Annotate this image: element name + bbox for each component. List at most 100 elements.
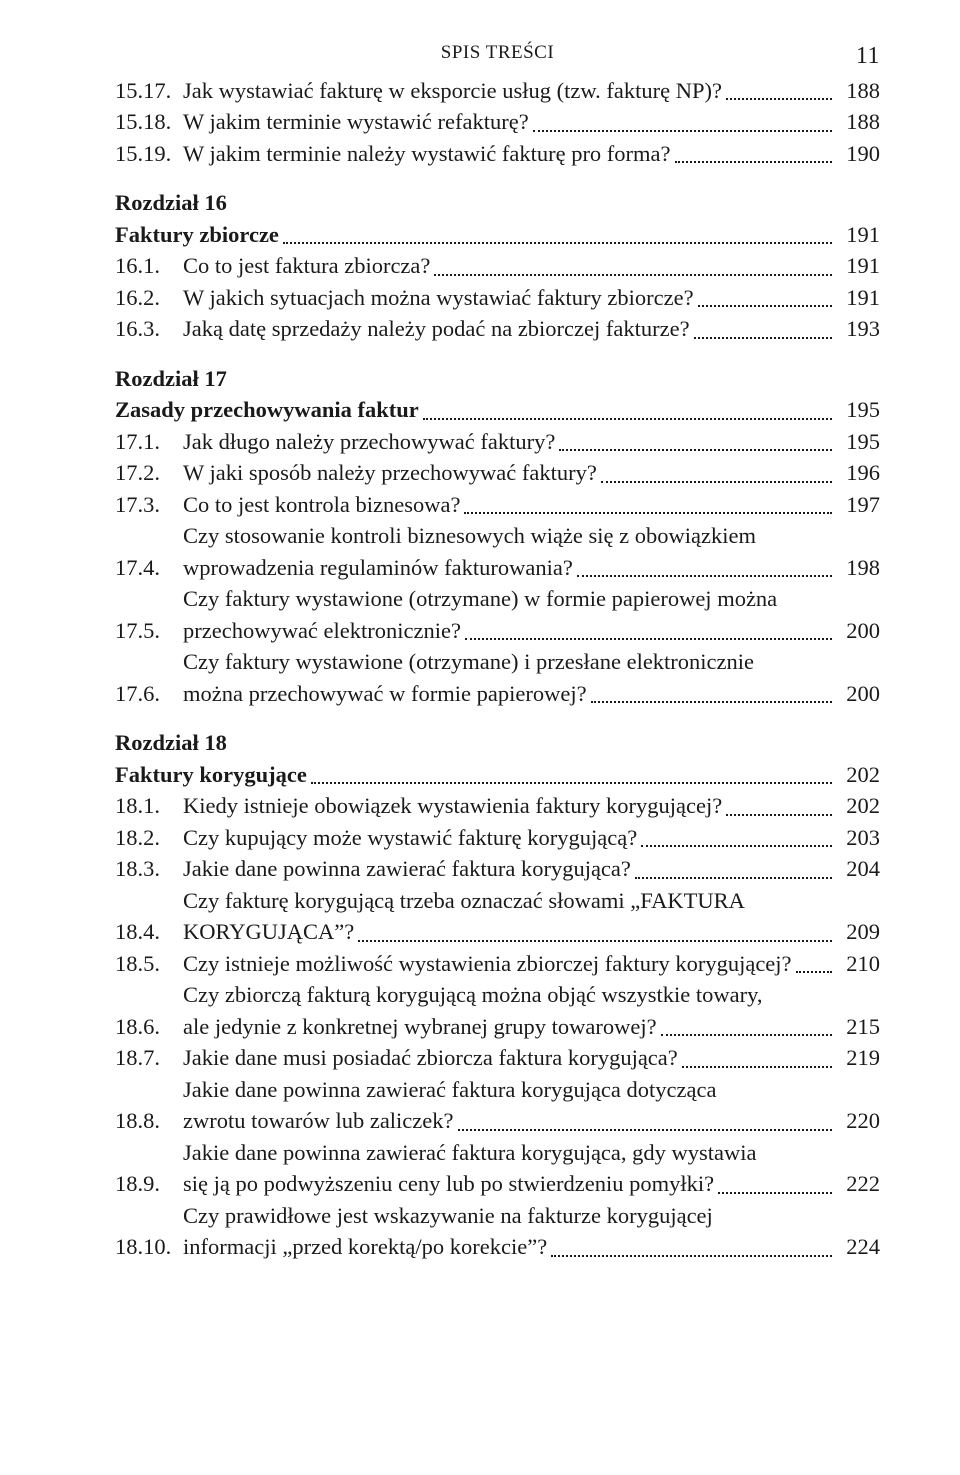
toc-line: Jakie dane musi posiadać zbiorcza faktur… <box>183 1042 880 1074</box>
toc-entry-body: Jakie dane powinna zawierać faktura kory… <box>183 1137 880 1200</box>
toc-entry-body: Czy kupujący może wystawić fakturę koryg… <box>183 822 880 854</box>
toc-page-ref: 202 <box>836 759 880 791</box>
toc-entry-number: 18.7. <box>115 1042 183 1074</box>
toc-entry: 16.2.W jakich sytuacjach można wystawiać… <box>115 282 880 314</box>
toc-line: się ją po podwyższeniu ceny lub po stwie… <box>183 1168 880 1200</box>
toc-line: Jakie dane powinna zawierać faktura kory… <box>183 853 880 885</box>
toc-heading-body: Faktury zbiorcze 191 <box>115 219 880 251</box>
toc-entry: 18.3.Jakie dane powinna zawierać faktura… <box>115 853 880 885</box>
toc-entry-text: Co to jest faktura zbiorcza? <box>183 250 430 282</box>
table-of-contents: 15.17.Jak wystawiać fakturę w eksporcie … <box>115 75 880 1263</box>
toc-entry: 16.1.Co to jest faktura zbiorcza? 191 <box>115 250 880 282</box>
toc-entry-line: Jakie dane powinna zawierać faktura kory… <box>183 1074 880 1106</box>
toc-entry-body: Jakie dane musi posiadać zbiorcza faktur… <box>183 1042 880 1074</box>
toc-entry-text: KORYGUJĄCA”? <box>183 916 354 948</box>
toc-leaders <box>694 336 832 339</box>
toc-entry-line: Czy fakturę korygującą trzeba oznaczać s… <box>183 885 880 917</box>
toc-line: KORYGUJĄCA”? 209 <box>183 916 880 948</box>
toc-line: informacji „przed korektą/po korekcie”?2… <box>183 1231 880 1263</box>
toc-line: W jakim terminie wystawić refakturę?188 <box>183 106 880 138</box>
toc-entry-number: 18.2. <box>115 822 183 854</box>
toc-entry-number: 17.4. <box>115 552 183 584</box>
toc-entry-number: 15.17. <box>115 75 183 107</box>
toc-entry-text: Czy istnieje możliwość wystawienia zbior… <box>183 948 792 980</box>
toc-entry-body: Jak długo należy przechowywać faktury?19… <box>183 426 880 458</box>
toc-line: W jakim terminie należy wystawić fakturę… <box>183 138 880 170</box>
toc-leaders <box>458 1128 832 1131</box>
toc-entry-body: W jakim terminie wystawić refakturę?188 <box>183 106 880 138</box>
toc-line: Kiedy istnieje obowiązek wystawienia fak… <box>183 790 880 822</box>
running-head: SPIS TREŚCI 11 <box>115 40 880 67</box>
toc-entry-number: 15.18. <box>115 106 183 138</box>
toc-leaders <box>591 700 832 703</box>
toc-entry-text: wprowadzenia regulaminów fakturowania? <box>183 552 573 584</box>
toc-page-ref: 220 <box>836 1105 880 1137</box>
toc-entry-number: 18.9. <box>115 1168 183 1200</box>
toc-page-ref: 191 <box>836 219 880 251</box>
toc-entry-body: W jaki sposób należy przechowywać faktur… <box>183 457 880 489</box>
toc-entry-number: 15.19. <box>115 138 183 170</box>
toc-entry-number: 16.1. <box>115 250 183 282</box>
toc-line: Jaką datę sprzedaży należy podać na zbio… <box>183 313 880 345</box>
toc-entry: 18.7.Jakie dane musi posiadać zbiorcza f… <box>115 1042 880 1074</box>
toc-entry-number: 18.8. <box>115 1105 183 1137</box>
toc-page-ref: 224 <box>836 1231 880 1263</box>
toc-entry-body: Czy fakturę korygującą trzeba oznaczać s… <box>183 885 880 948</box>
toc-leaders <box>465 637 832 640</box>
toc-line: ale jedynie z konkretnej wybranej grupy … <box>183 1011 880 1043</box>
toc-entry-body: Jakie dane powinna zawierać faktura kory… <box>183 853 880 885</box>
toc-page-ref: 190 <box>836 138 880 170</box>
vertical-gap <box>115 709 880 727</box>
toc-entry-number: 18.6. <box>115 1011 183 1043</box>
toc-entry-body: W jakim terminie należy wystawić fakturę… <box>183 138 880 170</box>
toc-leaders <box>423 417 832 420</box>
toc-entry-body: Jakie dane powinna zawierać faktura kory… <box>183 1074 880 1137</box>
toc-page-ref: 203 <box>836 822 880 854</box>
toc-entry-number: 17.2. <box>115 457 183 489</box>
toc-page-ref: 200 <box>836 615 880 647</box>
toc-leaders <box>675 160 832 163</box>
toc-leaders <box>551 1254 832 1257</box>
toc-page-ref: 209 <box>836 916 880 948</box>
toc-entry-number: 18.1. <box>115 790 183 822</box>
toc-entry: 18.2.Czy kupujący może wystawić fakturę … <box>115 822 880 854</box>
toc-entry-text: Jaką datę sprzedaży należy podać na zbio… <box>183 313 690 345</box>
toc-entry-text: W jaki sposób należy przechowywać faktur… <box>183 457 597 489</box>
toc-line: Czy istnieje możliwość wystawienia zbior… <box>183 948 880 980</box>
toc-heading-text: Zasady przechowywania faktur <box>115 394 419 426</box>
toc-entry-body: Kiedy istnieje obowiązek wystawienia fak… <box>183 790 880 822</box>
toc-entry: 18.4.Czy fakturę korygującą trzeba oznac… <box>115 885 880 948</box>
toc-entry: 16.3.Jaką datę sprzedaży należy podać na… <box>115 313 880 345</box>
toc-heading: Faktury korygujące202 <box>115 759 880 791</box>
toc-entry-line: Czy faktury wystawione (otrzymane) i prz… <box>183 646 880 678</box>
toc-page-ref: 191 <box>836 250 880 282</box>
toc-entry: 17.4.Czy stosowanie kontroli biznesowych… <box>115 520 880 583</box>
toc-entry-number: 16.2. <box>115 282 183 314</box>
toc-entry: 15.19.W jakim terminie należy wystawić f… <box>115 138 880 170</box>
toc-page-ref: 200 <box>836 678 880 710</box>
toc-line: W jaki sposób należy przechowywać faktur… <box>183 457 880 489</box>
toc-leaders <box>641 844 832 847</box>
toc-entry: 17.5.Czy faktury wystawione (otrzymane) … <box>115 583 880 646</box>
toc-entry-line: Czy zbiorczą fakturą korygującą można ob… <box>183 979 880 1011</box>
toc-entry-line: Jakie dane powinna zawierać faktura kory… <box>183 1137 880 1169</box>
toc-entry: 15.17.Jak wystawiać fakturę w eksporcie … <box>115 75 880 107</box>
toc-entry-line: Czy faktury wystawione (otrzymane) w for… <box>183 583 880 615</box>
toc-leaders <box>464 511 832 514</box>
toc-entry-body: Czy zbiorczą fakturą korygującą można ob… <box>183 979 880 1042</box>
toc-leaders <box>726 97 832 100</box>
toc-line: Co to jest faktura zbiorcza? 191 <box>183 250 880 282</box>
toc-leaders <box>434 273 832 276</box>
toc-heading-text: Faktury zbiorcze <box>115 219 279 251</box>
toc-leaders <box>718 1191 832 1194</box>
toc-leaders <box>661 1033 832 1036</box>
toc-entry-number: 18.3. <box>115 853 183 885</box>
toc-entry: 17.2.W jaki sposób należy przechowywać f… <box>115 457 880 489</box>
toc-page-ref: 188 <box>836 75 880 107</box>
toc-leaders <box>283 241 832 244</box>
toc-heading: Faktury zbiorcze 191 <box>115 219 880 251</box>
toc-page-ref: 193 <box>836 313 880 345</box>
toc-heading-body: Faktury korygujące202 <box>115 759 880 791</box>
toc-page-ref: 196 <box>836 457 880 489</box>
toc-page-ref: 202 <box>836 790 880 822</box>
